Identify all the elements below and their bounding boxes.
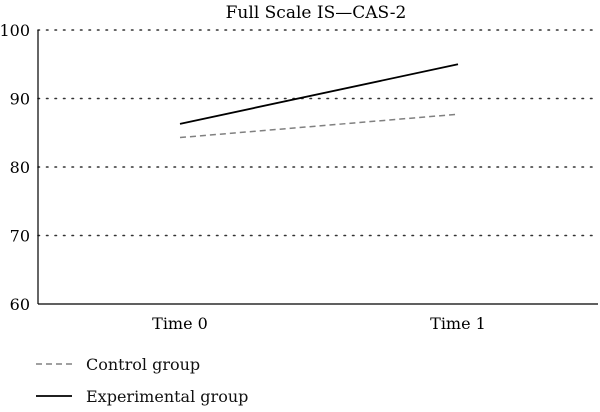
chart-title: Full Scale IS—CAS-2 <box>226 3 407 23</box>
series-line-control-group <box>179 113 459 139</box>
grid-lines <box>37 29 599 237</box>
legend-label-experimental: Experimental group <box>86 386 249 406</box>
x-tick-label-time-0: Time 0 <box>152 314 208 333</box>
legend-swatch-dashed <box>36 363 72 365</box>
y-tick-label-100: 100 <box>0 21 30 40</box>
series-lines <box>179 63 459 139</box>
x-tick-label-time-1: Time 1 <box>430 314 486 333</box>
legend-label-control: Control group <box>86 354 201 374</box>
x-tick-labels: Time 0 Time 1 <box>152 314 486 333</box>
y-tick-label-70: 70 <box>10 227 30 246</box>
legend-item-control: Control group <box>36 348 248 380</box>
y-tick-labels: 60 70 80 90 100 <box>0 21 30 314</box>
series-line-experimental-group <box>179 63 459 125</box>
y-tick-label-90: 90 <box>10 90 30 109</box>
legend: Control group Experimental group <box>36 348 248 412</box>
legend-item-experimental: Experimental group <box>36 380 248 412</box>
y-tick-label-60: 60 <box>10 295 30 314</box>
y-tick-label-80: 80 <box>10 158 30 177</box>
legend-swatch-solid <box>36 395 72 397</box>
